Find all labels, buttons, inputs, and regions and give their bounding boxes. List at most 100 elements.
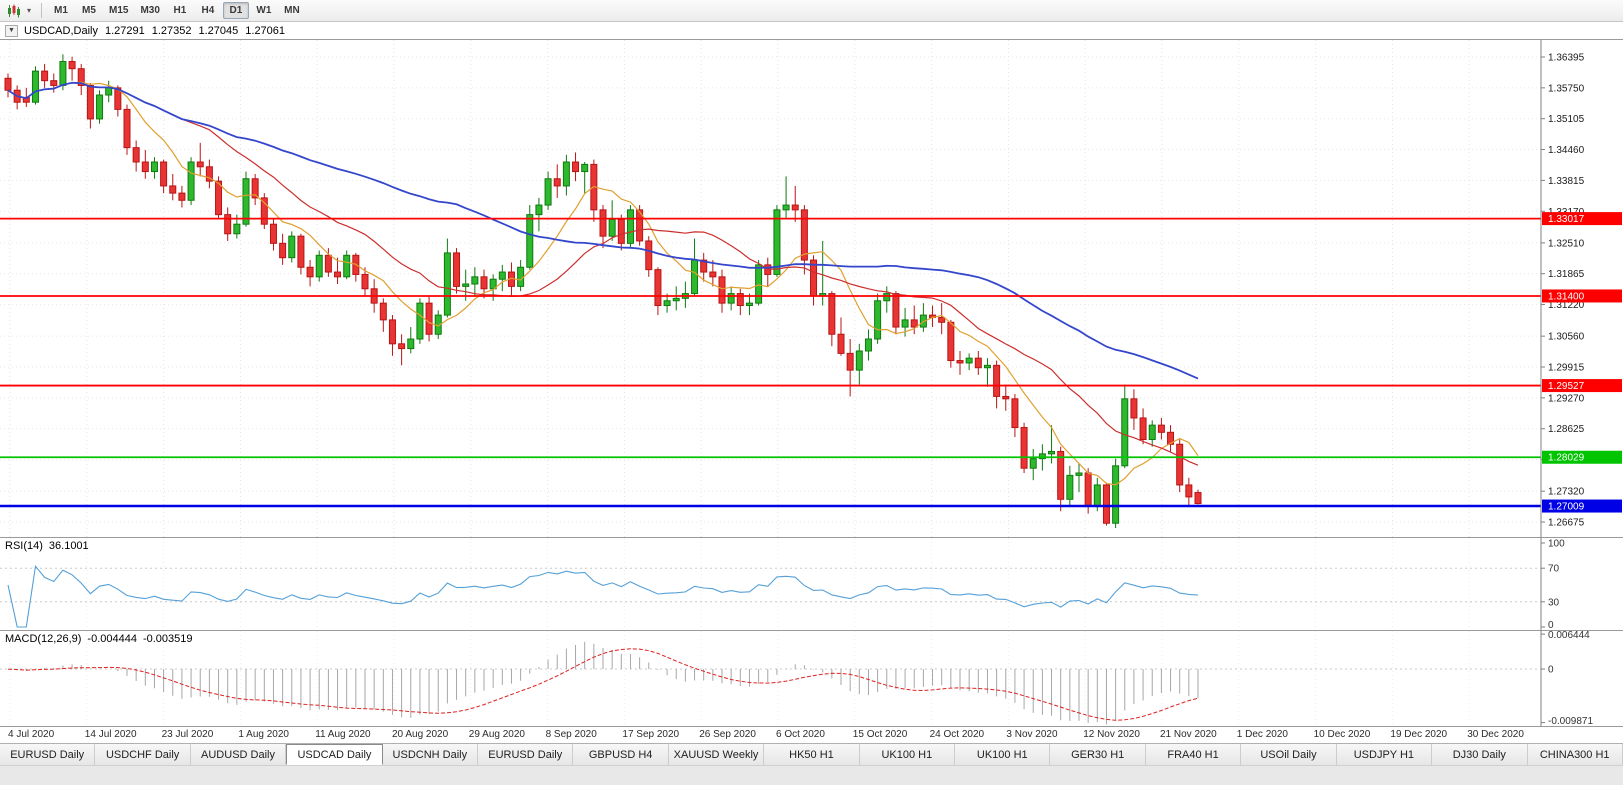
timeframe-button-m15[interactable]: M15 [109,5,129,16]
svg-text:100: 100 [1548,539,1565,550]
svg-text:1.35750: 1.35750 [1548,83,1585,94]
moving-average-8 [7,81,1199,486]
svg-text:1.27009: 1.27009 [1548,502,1585,513]
timeframe-button-h4[interactable]: H4 [201,5,215,16]
chart-tab-eurusd-daily-5[interactable]: EURUSD Daily [478,744,574,765]
chart-type-dropdown-icon[interactable]: ▾ [26,6,31,15]
svg-text:1.29270: 1.29270 [1548,393,1585,404]
date-axis-label: 6 Oct 2020 [776,729,825,740]
chart-tab-hk50-h1-8[interactable]: HK50 H1 [764,744,860,765]
svg-text:1.32510: 1.32510 [1548,238,1585,249]
date-axis-label: 26 Sep 2020 [699,729,756,740]
rsi-name: RSI(14) [5,540,43,552]
chart-tab-usdchf-daily-1[interactable]: USDCHF Daily [95,744,191,765]
timeframe-toolbar: ▾ M1 M5 M15 M30 H1 H4 D1 W1 MN [0,0,1623,22]
svg-text:1.26675: 1.26675 [1548,518,1585,529]
svg-text:1.34460: 1.34460 [1548,145,1585,156]
date-axis-label: 11 Aug 2020 [315,729,371,740]
chart-tab-usdcnh-daily-4[interactable]: USDCNH Daily [382,744,479,765]
macd-indicator-panel[interactable]: 0.006444 0 -0.009871 [0,630,1623,726]
svg-text:1.36395: 1.36395 [1548,52,1585,63]
timeframe-button-m30[interactable]: M30 [140,5,160,16]
svg-text:1.28029: 1.28029 [1548,453,1585,464]
price-tag-1.33017 [1542,212,1622,226]
chart-tab-fra40-h1-12[interactable]: FRA40 H1 [1145,744,1242,765]
toolbar-separator [41,3,42,18]
macd-main-value: -0.004444 [87,633,137,645]
svg-text:1.29527: 1.29527 [1548,381,1585,392]
timeframe-button-m1[interactable]: M1 [54,5,68,16]
rsi-value: 36.1001 [48,540,89,552]
macd-name: MACD(12,26,9) [5,633,82,645]
date-axis[interactable]: 4 Jul 2020 14 Jul 2020 23 Jul 2020 1 Aug 20… [0,726,1623,743]
bottom-tab-bar: EURUSD Daily USDCHF Daily AUDUSD Daily USDC… [0,743,1623,765]
svg-text:1.33017: 1.33017 [1548,214,1585,225]
collapse-chart-icon[interactable]: ▼ [5,24,18,37]
price-tag-1.31400 [1542,289,1622,303]
price-tag-1.29527 [1542,379,1622,393]
svg-text:70: 70 [1548,564,1560,575]
chart-tab-china300-h1-16[interactable]: CHINA300 H1 [1527,744,1623,765]
chart-high-value: 1.27352 [151,24,192,37]
main-price-chart[interactable]: 1.363951.357501.351051.344601.338151.331… [0,40,1623,537]
chart-open-value: 1.27291 [104,24,145,37]
chart-tab-eurusd-daily-0[interactable]: EURUSD Daily [0,744,96,765]
svg-text:0.006444: 0.006444 [1548,630,1590,641]
macd-signal-value: -0.003519 [142,633,193,645]
svg-text:1.31220: 1.31220 [1548,300,1585,311]
chart-tab-usdjpy-h1-14[interactable]: USDJPY H1 [1336,744,1433,765]
chart-tab-xauusd-weekly-7[interactable]: XAUUSD Weekly [668,744,765,765]
chart-symbol-label: USDCAD,Daily [24,24,98,37]
date-axis-label: 20 Aug 2020 [392,729,449,740]
svg-text:1.27320: 1.27320 [1548,487,1585,498]
chart-tab-dj30-daily-15[interactable]: DJ30 Daily [1432,744,1528,765]
moving-average-50 [7,81,1199,380]
timeframe-button-m5[interactable]: M5 [82,5,96,16]
date-axis-label: 15 Oct 2020 [852,729,908,740]
svg-text:1.31865: 1.31865 [1548,269,1585,280]
chart-tab-usdcad-daily-3[interactable]: USDCAD Daily [286,744,383,765]
timeframe-button-d1[interactable]: D1 [222,2,249,19]
date-axis-label: 12 Nov 2020 [1083,729,1140,740]
chart-title-bar: ▼ USDCAD,Daily 1.27291 1.27352 1.27045 1… [0,22,1623,40]
date-axis-label: 3 Nov 2020 [1006,729,1058,740]
date-axis-label: 30 Dec 2020 [1467,729,1524,740]
timeframe-button-mn[interactable]: MN [284,5,300,16]
rsi-indicator-panel[interactable]: 100 70 30 0 [0,537,1623,630]
chart-tab-uk100-h1-9[interactable]: UK100 H1 [859,744,956,765]
chart-tab-ger30-h1-11[interactable]: GER30 H1 [1050,744,1146,765]
chart-tab-audusd-daily-2[interactable]: AUDUSD Daily [190,744,287,765]
price-tag-1.27009 [1542,499,1622,513]
window-bottom-edge [0,765,1623,785]
chart-tab-usoil-daily-13[interactable]: USOil Daily [1241,744,1337,765]
date-axis-label: 10 Dec 2020 [1313,729,1371,740]
svg-text:0: 0 [1548,665,1554,676]
date-axis-label: 21 Nov 2020 [1160,729,1217,740]
chart-tab-uk100-h1-10[interactable]: UK100 H1 [955,744,1051,765]
rsi-indicator-label: RSI(14) 36.1001 [5,540,95,552]
timeframe-button-h1[interactable]: H1 [173,5,187,16]
chart-type-icon[interactable] [5,3,23,19]
date-axis-label: 19 Dec 2020 [1390,729,1448,740]
chart-close-value: 1.27061 [245,24,286,37]
timeframe-buttons: M1 M5 M15 M30 H1 H4 D1 W1 MN [48,2,305,19]
rsi-line [7,564,1199,628]
svg-text:1.29915: 1.29915 [1548,363,1585,374]
svg-text:0: 0 [1548,620,1554,630]
date-axis-label: 29 Aug 2020 [468,729,525,740]
date-axis-label: 24 Oct 2020 [929,729,985,740]
svg-text:1.30560: 1.30560 [1548,332,1585,343]
date-axis-label: 17 Sep 2020 [622,729,680,740]
chart-low-value: 1.27045 [198,24,239,37]
price-tag-1.28029 [1542,450,1622,464]
svg-text:30: 30 [1548,597,1560,608]
timeframe-button-w1[interactable]: W1 [256,5,272,16]
date-axis-label: 23 Jul 2020 [161,729,214,740]
svg-text:1.35105: 1.35105 [1548,114,1585,125]
macd-signal-line [7,648,1199,721]
macd-indicator-label: MACD(12,26,9) -0.004444 -0.003519 [5,633,199,645]
date-axis-label: 8 Sep 2020 [545,729,597,740]
moving-average-20 [7,82,1199,466]
chart-tab-gbpusd-h4-6[interactable]: GBPUSD H4 [573,744,669,765]
